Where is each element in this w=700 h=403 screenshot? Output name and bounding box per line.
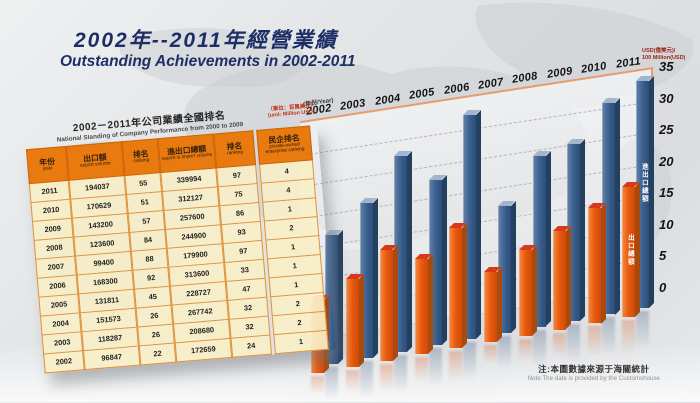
table-body: 2011 194037 55 339994 97 4 2010 170629 51 312127 7… [28, 159, 336, 374]
column-header-en: ranking [133, 157, 150, 165]
y-axis-unit-label: USD(億美元)/ 100 Million(USD) [642, 48, 700, 61]
bar-side-face [358, 274, 364, 367]
bar-reflection [359, 360, 373, 403]
bar-side-face [649, 75, 655, 309]
bar-reflection [484, 345, 497, 365]
bar-reflection [449, 351, 463, 385]
bar-side-face [462, 223, 468, 349]
column-header: 排名 ranking [121, 138, 161, 176]
chart-footnote: 注:本圖數據來源于海關統計 Note:The date is provided … [528, 364, 660, 382]
page-title: 2002年--2011年經營業績 Outstanding Achievement… [60, 29, 355, 70]
title-en: Outstanding Achievements in 2002-2011 [60, 52, 356, 70]
column-header: 排名 ranking [213, 129, 257, 169]
year-cell: 2002 [43, 350, 85, 374]
export-bar [587, 202, 606, 324]
bar-side-face [476, 110, 482, 340]
bar-reflection [414, 357, 428, 385]
export-bar: 出口總額 [622, 182, 641, 318]
y-axis-unit-line2: 100 Million(USD) [642, 54, 686, 61]
bar-side-face [372, 198, 378, 358]
export-bar [345, 274, 364, 367]
export-bar [518, 244, 537, 336]
bar-side-face [511, 201, 516, 333]
column-header: 進出口總額 export & import volume [157, 133, 217, 173]
y-axis-tick: 20 [659, 153, 674, 169]
bar-reflection [567, 323, 581, 366]
y-axis-tick: 30 [659, 90, 674, 106]
value-cell: 24 [230, 335, 272, 358]
export-bar [380, 244, 399, 361]
bar-side-face [531, 244, 537, 336]
y-axis-tick: 15 [659, 185, 674, 201]
bar-reflection [587, 326, 601, 359]
bar-series-label: 出口總額 [626, 234, 634, 267]
bar-side-face [614, 97, 620, 315]
bar-reflection [553, 332, 567, 361]
value-cell: 22 [138, 343, 177, 366]
bar-reflection [428, 348, 442, 391]
column-header-en: ranking [226, 149, 244, 157]
bar-reflection [394, 354, 408, 397]
bar-side-face [441, 175, 447, 346]
bar-series-label: 進出口總額 [640, 162, 648, 203]
bar-side-face [497, 266, 502, 342]
bar-reflection [601, 317, 615, 360]
title-zh: 2002年--2011年經營業績 [74, 29, 338, 52]
bar-side-face [393, 244, 399, 361]
bar-side-face [580, 138, 586, 321]
y-axis-tick: 35 [659, 59, 674, 74]
bar-reflection [518, 338, 532, 363]
bar-reflection [636, 311, 650, 354]
column-header: 年份 year [25, 145, 69, 184]
bar-reflection [463, 342, 477, 385]
export-bar [414, 254, 433, 355]
bar-side-face [427, 254, 433, 355]
column-header: 出口額 export volume [65, 141, 125, 181]
y-axis-unit-line1: USD(億美元)/ [642, 48, 676, 54]
column-header-en: export volume [80, 161, 112, 169]
bar-reflection [532, 329, 546, 372]
bar-reflection [311, 376, 324, 397]
column-header-en: year [42, 165, 53, 172]
bar-reflection [345, 369, 359, 395]
bar-side-face [566, 226, 572, 330]
y-axis-tick: 0 [659, 280, 667, 295]
export-bar [484, 266, 502, 342]
column-header: 民企排名 private-owned enterprise ranking [256, 125, 313, 165]
bar-side-face [600, 202, 606, 324]
performance-table: 2002－2011年公司業績全國排名 National Standing of … [24, 103, 336, 374]
export-bar [449, 223, 468, 349]
y-axis-tick: 10 [659, 216, 674, 232]
table-grid: 年份 year 出口額 export volume 排名 ranking 進出口總額 expo… [25, 125, 336, 374]
bar-reflection [380, 363, 394, 395]
footnote-zh: 注:本圖數據來源于海關統計 [538, 364, 650, 374]
bar-side-face [338, 229, 343, 364]
bar-side-face [407, 150, 413, 352]
bar-reflection [622, 320, 636, 357]
bar-reflection [325, 367, 338, 403]
footnote-en: Note:The date is provided by the Customs… [527, 374, 660, 382]
y-axis-tick: 25 [659, 122, 674, 138]
bar-reflection [498, 336, 511, 372]
bar-side-face [545, 151, 551, 327]
y-axis-tick: 5 [659, 248, 667, 264]
bar-side-face [635, 182, 641, 318]
column-header-en: private-owned enterprise ranking [265, 142, 305, 156]
export-bar [553, 226, 572, 330]
